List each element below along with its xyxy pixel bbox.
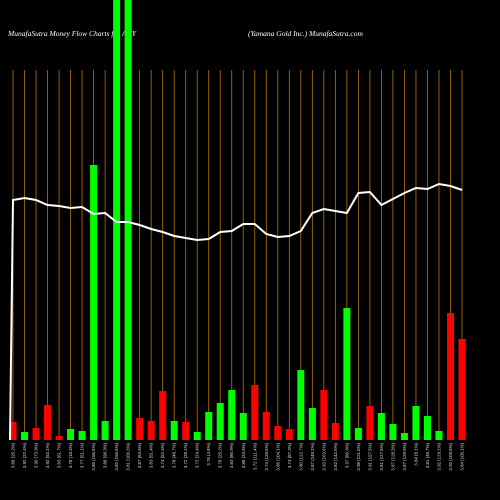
bar [400, 433, 408, 440]
bar [124, 0, 132, 440]
bar [377, 413, 385, 440]
bar [205, 412, 213, 440]
x-tick-label: 3.78 (25.2%) [218, 442, 223, 468]
bar [308, 408, 316, 440]
x-tick-label: 3.87 (63.6%) [137, 442, 142, 468]
bar [320, 390, 328, 440]
bar [55, 436, 63, 440]
bar [147, 421, 155, 440]
x-tick-label: 3.78 (48.7%) [172, 442, 177, 468]
bar [343, 308, 351, 440]
bar [251, 385, 259, 440]
x-tick-label: 3.88 (98.3%) [103, 442, 108, 468]
bar [159, 391, 167, 440]
bar [9, 422, 17, 440]
x-tick-label: 3.74 (87.3%) [287, 442, 292, 468]
bar [366, 406, 374, 440]
x-tick-label: 3.80 (122.7%) [298, 442, 303, 470]
bar [67, 429, 75, 440]
x-tick-label: 3.88 (26.2%) [11, 442, 16, 468]
x-tick-label: 3.76 (4.8%) [206, 442, 211, 465]
bar [297, 370, 305, 440]
x-tick-label: 3.87 (129.9%) [402, 442, 407, 470]
bar [262, 412, 270, 440]
x-tick-label: 3.85 (156.6%) [91, 442, 96, 470]
x-tick-label: 3.84 (8.1%) [413, 442, 418, 465]
bar [170, 421, 178, 440]
bar [113, 0, 121, 440]
x-tick-label: 3.82 (142.6%) [333, 442, 338, 470]
bar [354, 428, 362, 440]
bar [21, 432, 29, 440]
bar [78, 431, 86, 440]
x-tick-label: 3.81 (127.5%) [379, 442, 384, 470]
x-tick-label: 3.92 (109.6%) [448, 442, 453, 470]
bar [446, 313, 454, 440]
bar [136, 418, 144, 440]
x-tick-label: 3.77 (51.1%) [80, 442, 85, 468]
x-tick-label: 3.72 (111.4%) [252, 442, 257, 469]
money-flow-line [9, 182, 463, 441]
x-tick-label: 3.87 (128.3%) [390, 442, 395, 470]
x-tick-label: 3.83 (81.7%) [57, 442, 62, 468]
bar [412, 406, 420, 440]
x-tick-label: 3.98 (221.6%) [356, 442, 361, 470]
x-tick-label: 3.72 (28.1%) [183, 442, 188, 468]
chart-subtitle: (Yamana Gold Inc.) MunafaSutra.com [248, 29, 364, 38]
x-tick-label: 3.93 (163.6%) [321, 442, 326, 470]
bar [44, 405, 52, 440]
x-tick-label: 3.84 (106.1%) [460, 442, 465, 470]
x-tick-label: 3.92 (22.4%) [22, 442, 27, 468]
bar [193, 432, 201, 440]
x-tick-label: 3.86 (104.1%) [275, 442, 280, 470]
bar [331, 423, 339, 440]
x-tick-label: 3.81 (45.7%) [425, 442, 430, 468]
bar [228, 390, 236, 440]
x-tick-label: 3.74 (128.6%) [264, 442, 269, 470]
x-tick-label: 3.74 (52.4%) [160, 442, 165, 468]
bar [216, 403, 224, 440]
bar [239, 413, 247, 440]
x-tick-label: 3.78 (18.4%) [68, 442, 73, 468]
x-tick-label: 3.82 (156.5%) [114, 442, 119, 470]
bar [389, 424, 397, 440]
x-tick-label: 3.83 (86.9%) [229, 442, 234, 468]
bar [101, 421, 109, 440]
chart-title: MunafaSutra Money Flow Charts for AUY [7, 29, 137, 38]
x-tick-label: 3.83 (51.4%) [149, 442, 154, 468]
bar [182, 422, 190, 440]
x-tick-label: 3.73 (24.4%) [195, 442, 200, 468]
x-tick-label: 3.85 (23.6%) [241, 442, 246, 468]
x-tick-label: 3.91 (157.5%) [367, 442, 372, 470]
bar [32, 428, 40, 440]
x-tick-label: 3.92 (52.1%) [45, 442, 50, 468]
bar [285, 429, 293, 440]
bar [458, 339, 466, 440]
x-tick-label: 3.92 (129.1%) [436, 442, 441, 470]
x-tick-label: 3.97 (86.9%) [344, 442, 349, 468]
x-tick-label: 3.87 (245.2%) [310, 442, 315, 470]
bar [423, 416, 431, 440]
x-tick-label: 3.81 (100.3%) [126, 442, 131, 470]
x-tick-label: 3.90 (73.9%) [34, 442, 39, 468]
bar [90, 165, 98, 440]
bar [274, 426, 282, 440]
bar [435, 431, 443, 440]
